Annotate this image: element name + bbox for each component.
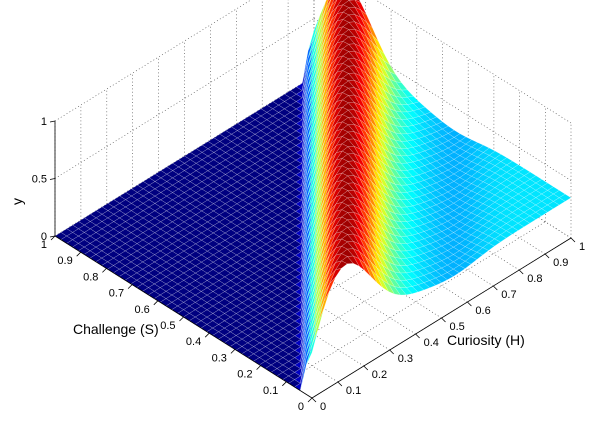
y-tick-mark [282,381,287,387]
x-tick-label: 0.7 [501,289,516,301]
y-tick-mark [127,284,133,289]
x-tick-label: 0.2 [372,369,387,381]
y-tick-mark [204,332,210,338]
y-tick-label: 0.9 [57,255,72,267]
x-tick-mark [441,317,446,323]
y-tick-mark [256,365,261,370]
x-tick-mark [337,381,343,387]
x-tick-mark [493,285,498,291]
z-tick-label: 0 [41,231,47,243]
x-tick-mark [415,333,420,339]
x-tick-label: 0.4 [424,337,439,349]
z-tick-label: 1 [41,116,47,128]
x-tick-label: 0 [320,401,326,413]
x-tick-label: 0.8 [527,273,542,285]
y-tick-label: 0.7 [109,288,124,300]
y-tick-label: 0.6 [135,304,150,316]
z-tick-mark [49,235,56,238]
x-tick-label: 0.3 [398,353,413,365]
x-tick-mark [389,349,394,355]
y-tick-mark [153,300,159,306]
y-tick-label: 0 [298,401,304,413]
x-tick-mark [518,269,524,275]
z-tick-label: 0.5 [32,174,47,186]
y-tick-label: 0.4 [186,336,201,348]
y-tick-mark [50,235,56,241]
y-tick-label: 0.1 [263,385,278,397]
x-tick-mark [467,301,472,307]
x-tick-label: 0.1 [346,385,361,397]
surface-plot [54,0,572,391]
z-tick-mark [49,178,56,180]
grid-layer [54,0,572,399]
z-axis-label: y [9,198,25,205]
x-axis-label: Curiosity (H) [447,332,525,348]
x-tick-label: 0.5 [450,321,465,333]
y-tick-label: 0.8 [83,271,98,283]
y-tick-label: 1 [41,239,47,251]
x-tick-mark [544,253,550,259]
y-tick-mark [102,268,107,273]
axes: 00.10.20.30.40.50.60.70.80.9100.10.20.30… [32,116,585,413]
x-tick-mark [570,237,576,243]
x-tick-mark [363,365,369,371]
x-tick-mark [311,397,317,403]
x-tick-label: 1 [579,241,585,253]
y-tick-mark [76,251,81,257]
y-tick-mark [179,316,184,322]
z-tick-mark [49,120,56,123]
y-tick-mark [307,397,313,403]
y-axis-label: Challenge (S) [73,321,159,337]
y-tick-label: 0.5 [160,320,175,332]
y-tick-mark [230,349,236,354]
y-tick-label: 0.3 [212,352,227,364]
x-tick-label: 0.9 [553,257,568,269]
y-tick-label: 0.2 [237,369,252,381]
surface-cell [305,330,319,366]
x-tick-label: 0.6 [475,305,490,317]
